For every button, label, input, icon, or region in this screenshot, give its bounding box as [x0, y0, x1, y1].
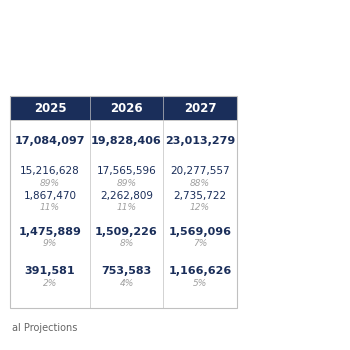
Text: 88%: 88%: [190, 178, 210, 188]
Bar: [10, 96, 237, 120]
Text: 17,565,596: 17,565,596: [97, 166, 156, 176]
Text: 23,013,279: 23,013,279: [165, 136, 235, 146]
Text: 1,569,096: 1,569,096: [168, 227, 231, 237]
Text: al Projections: al Projections: [12, 323, 77, 333]
Text: 2027: 2027: [184, 102, 216, 114]
Text: 19,828,406: 19,828,406: [91, 136, 162, 146]
Text: 1,475,889: 1,475,889: [19, 227, 82, 237]
Text: 1,166,626: 1,166,626: [168, 266, 232, 276]
Text: 2,262,809: 2,262,809: [100, 191, 153, 201]
Text: 8%: 8%: [119, 239, 134, 248]
Text: 20,277,557: 20,277,557: [170, 166, 230, 176]
Text: 17,084,097: 17,084,097: [15, 136, 85, 146]
Text: 5%: 5%: [193, 279, 207, 287]
Text: 89%: 89%: [117, 178, 136, 188]
Text: 1,867,470: 1,867,470: [23, 191, 77, 201]
Text: 2025: 2025: [34, 102, 66, 114]
Text: 11%: 11%: [117, 203, 136, 211]
Text: 7%: 7%: [193, 239, 207, 248]
Text: 89%: 89%: [40, 178, 60, 188]
Text: 391,581: 391,581: [25, 266, 75, 276]
Text: 2026: 2026: [110, 102, 143, 114]
Text: 15,216,628: 15,216,628: [20, 166, 80, 176]
Text: 1,509,226: 1,509,226: [95, 227, 158, 237]
Text: 9%: 9%: [43, 239, 57, 248]
Bar: [10, 120, 237, 308]
Text: 4%: 4%: [119, 279, 134, 287]
Text: 2%: 2%: [43, 279, 57, 287]
Text: 2,735,722: 2,735,722: [174, 191, 226, 201]
Bar: [10, 96, 237, 308]
Text: 11%: 11%: [40, 203, 60, 211]
Text: 753,583: 753,583: [102, 266, 152, 276]
Text: 12%: 12%: [190, 203, 210, 211]
